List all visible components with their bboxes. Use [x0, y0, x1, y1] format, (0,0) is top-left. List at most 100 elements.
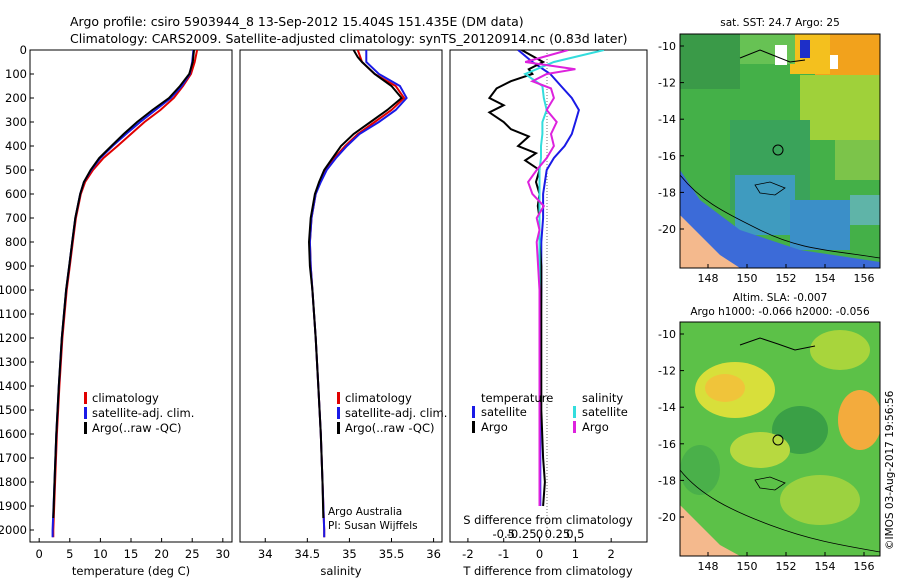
legend-swatch-t-satellite — [472, 406, 475, 418]
temperature-lines — [51, 50, 199, 538]
legend-swatch-t-argo — [472, 421, 475, 433]
depth-tick-label: 1300 — [0, 355, 27, 369]
imos-credit: ©IMOS 03-Aug-2017 19:56:56 — [884, 390, 896, 550]
x-tick-label: 34.5 — [295, 547, 321, 561]
salinity-legend: climatology satellite-adj. clim. Argo(..… — [337, 391, 447, 435]
sst-map-panel: sat. SST: 24.7 Argo: 25 148 150 152 154 156 -… — [658, 17, 881, 285]
t-diff-tick-label: 1 — [572, 547, 579, 561]
depth-axis: 0 100 200 300 400 500 600 700 800 900 1000 1100 1200… — [0, 43, 34, 537]
temperature-xlabel: temperature (deg C) — [72, 564, 190, 578]
temperature-axes-frame — [29, 49, 233, 543]
series-argo-raw-qc- — [307, 50, 404, 519]
map-y-tick-label: -20 — [658, 511, 676, 524]
salinity-panel: 34 34.5 35 35.5 36 salinity climatology sate… — [239, 49, 447, 578]
depth-tick-label: 600 — [5, 187, 27, 201]
legend-swatch-satellite — [84, 407, 87, 419]
legend-swatch-satellite — [337, 407, 340, 419]
sla-map-title-1: Altim. SLA: -0.007 — [733, 292, 828, 304]
map-y-tick-label: -18 — [658, 186, 676, 199]
legend-label-argo: Argo(..raw -QC) — [92, 421, 182, 435]
map-y-tick-label: -16 — [658, 150, 676, 163]
depth-tick-label: 1100 — [0, 307, 27, 321]
temperature-panel: 0100200300400500600700800900100011001200… — [0, 43, 233, 578]
t-diff-tick-label: -2 — [462, 547, 473, 561]
legend-label-climatology: climatology — [92, 391, 159, 405]
series-salinity-argo — [524, 50, 576, 506]
x-tick-label: 25 — [185, 547, 200, 561]
map-y-tick-label: -12 — [658, 77, 676, 90]
depth-tick-label: 1800 — [0, 475, 27, 489]
legend-temperature-heading: temperature — [481, 391, 553, 405]
x-tick-label: 15 — [124, 547, 139, 561]
annotation-pi: PI: Susan Wijffels — [328, 520, 418, 532]
legend-label-satellite: satellite-adj. clim. — [92, 406, 194, 420]
depth-tick-label: 200 — [5, 91, 27, 105]
map-x-tick-label: 152 — [776, 272, 797, 285]
x-tick-label: 36 — [426, 547, 441, 561]
title-line-2: Climatology: CARS2009. Satellite-adjuste… — [70, 31, 627, 46]
legend-s-satellite: satellite — [582, 405, 628, 419]
legend-label-climatology: climatology — [345, 391, 412, 405]
map-y-tick-label: -18 — [658, 474, 676, 487]
depth-tick-label: 800 — [5, 235, 27, 249]
s-diff-xlabel: S difference from climatology — [463, 513, 633, 527]
depth-tick-label: 0 — [20, 43, 27, 57]
depth-tick-label: 2000 — [0, 523, 27, 537]
sst-map-axes: 148 150 152 154 156 -10 -12 -14 -16 -18 -20 — [658, 40, 874, 285]
map-y-tick-label: -20 — [658, 223, 676, 236]
depth-tick-label: 1000 — [0, 283, 27, 297]
depth-tick-label: 1900 — [0, 499, 27, 513]
difference-axes-frame — [449, 49, 648, 543]
map-y-tick-label: -14 — [658, 401, 676, 414]
depth-tick-label: 1400 — [0, 379, 27, 393]
series-temperature-argo — [487, 50, 546, 507]
sla-map-image — [680, 322, 880, 556]
map-y-tick-label: -14 — [658, 113, 676, 126]
sst-map-title: sat. SST: 24.7 Argo: 25 — [720, 17, 840, 29]
x-tick-label: 35 — [342, 547, 357, 561]
legend-swatch-s-satellite — [573, 406, 576, 418]
temperature-x-axis: 0 5 10 15 20 25 30 — [36, 538, 230, 561]
temperature-legend: climatology satellite-adj. clim. Argo(..… — [84, 391, 194, 435]
s-diff-tick-label: 0 — [536, 527, 543, 541]
legend-t-argo: Argo — [481, 420, 508, 434]
salinity-x-axis: 34 34.5 35 35.5 36 — [258, 538, 441, 561]
x-tick-label: 35.5 — [379, 547, 405, 561]
map-y-tick-label: -10 — [658, 328, 676, 341]
x-tick-label: 20 — [154, 547, 169, 561]
depth-tick-label: 1700 — [0, 451, 27, 465]
legend-swatch-climatology — [84, 392, 87, 404]
t-diff-xlabel: T difference from climatology — [462, 564, 633, 578]
salinity-lines — [307, 50, 408, 538]
depth-tick-label: 1200 — [0, 331, 27, 345]
depth-tick-label: 900 — [5, 259, 27, 273]
legend-swatch-argo — [337, 422, 340, 434]
legend-s-argo: Argo — [582, 420, 609, 434]
x-tick-label: 0 — [36, 547, 43, 561]
legend-swatch-argo — [84, 422, 87, 434]
difference-x-axis: -2 -1 0 1 2-0.5-0.25 0 0.250.5 — [462, 527, 615, 561]
legend-t-satellite: satellite — [481, 405, 527, 419]
depth-tick-label: 500 — [5, 163, 27, 177]
sla-map-title-2: Argo h1000: -0.066 h2000: -0.056 — [690, 306, 870, 318]
x-tick-label: 30 — [215, 547, 230, 561]
depth-tick-label: 700 — [5, 211, 27, 225]
legend-label-satellite: satellite-adj. clim. — [345, 406, 447, 420]
map-x-tick-label: 150 — [737, 560, 758, 573]
difference-panel: -2 -1 0 1 2-0.5-0.25 0 0.250.5 S difference fr… — [449, 49, 648, 578]
sla-map-axes: 148 150 152 154 156 -10 -12 -14 -16 -18 -20 — [658, 328, 874, 573]
legend-swatch-s-argo — [573, 421, 576, 433]
depth-tick-label: 1600 — [0, 427, 27, 441]
map-x-tick-label: 152 — [776, 560, 797, 573]
map-x-tick-label: 148 — [698, 560, 719, 573]
x-tick-label: 34 — [258, 547, 273, 561]
depth-tick-label: 300 — [5, 115, 27, 129]
difference-legend: temperature satellite Argo salinity sate… — [472, 391, 628, 434]
depth-tick-label: 400 — [5, 139, 27, 153]
map-x-tick-label: 156 — [854, 560, 875, 573]
s-diff-tick-label: -0.25 — [507, 527, 537, 541]
depth-tick-label: 1500 — [0, 403, 27, 417]
map-x-tick-label: 154 — [815, 272, 836, 285]
map-y-tick-label: -12 — [658, 365, 676, 378]
t-diff-tick-label: 0 — [536, 547, 543, 561]
